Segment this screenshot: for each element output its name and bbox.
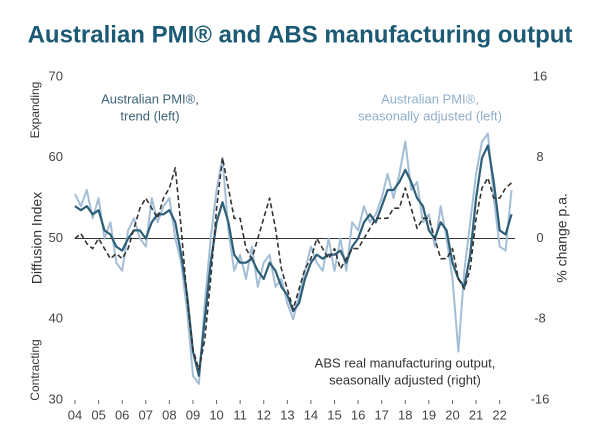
y-tick-label: 30 bbox=[49, 391, 63, 406]
x-tick-label: 21 bbox=[469, 407, 483, 422]
x-tick-label: 17 bbox=[374, 407, 388, 422]
contracting-label: Contracting bbox=[28, 339, 42, 400]
x-tick-label: 04 bbox=[68, 407, 82, 422]
y2-tick-label: -16 bbox=[531, 391, 550, 406]
series-line bbox=[74, 132, 513, 385]
y-tick-label: 60 bbox=[49, 149, 63, 164]
x-tick-label: 10 bbox=[209, 407, 223, 422]
x-tick-label: 18 bbox=[398, 407, 412, 422]
x-tick-label: 11 bbox=[233, 407, 247, 422]
y-tick-label: 50 bbox=[49, 230, 63, 245]
x-tick-label: 19 bbox=[422, 407, 436, 422]
annotation: ABS real manufacturing output, bbox=[315, 355, 496, 370]
x-tick-label: 14 bbox=[304, 407, 318, 422]
expanding-label: Expanding bbox=[28, 82, 42, 139]
y2-tick-label: -8 bbox=[534, 311, 546, 326]
x-tick-label: 05 bbox=[91, 407, 105, 422]
annotation: seasonally adjusted (right) bbox=[329, 372, 481, 387]
x-tick-label: 16 bbox=[351, 407, 365, 422]
annotation: Australian PMI®, bbox=[381, 91, 479, 106]
x-tick-label: 12 bbox=[257, 407, 271, 422]
series-line bbox=[74, 144, 513, 377]
y2-tick-label: 0 bbox=[536, 230, 543, 245]
annotation: Australian PMI®, bbox=[101, 91, 199, 106]
series-line bbox=[74, 157, 513, 371]
x-tick-label: 22 bbox=[492, 407, 506, 422]
x-tick-label: 09 bbox=[186, 407, 200, 422]
annotation: trend (left) bbox=[120, 108, 179, 123]
x-tick-label: 08 bbox=[162, 407, 176, 422]
y2-tick-label: 16 bbox=[533, 68, 547, 83]
y-tick-label: 70 bbox=[49, 68, 63, 83]
x-tick-label: 07 bbox=[139, 407, 153, 422]
y2-axis-title: % change p.a. bbox=[554, 193, 570, 283]
chart-title: Australian PMI® and ABS manufacturing ou… bbox=[28, 21, 573, 48]
y-tick-label: 40 bbox=[49, 311, 63, 326]
x-tick-label: 13 bbox=[280, 407, 294, 422]
annotation: seasonally adjusted (left) bbox=[358, 108, 502, 123]
x-tick-label: 15 bbox=[327, 407, 341, 422]
y2-tick-label: 8 bbox=[536, 149, 543, 164]
y-axis-title: Diffusion Index bbox=[29, 192, 45, 284]
x-tick-label: 06 bbox=[115, 407, 129, 422]
x-tick-label: 20 bbox=[445, 407, 459, 422]
